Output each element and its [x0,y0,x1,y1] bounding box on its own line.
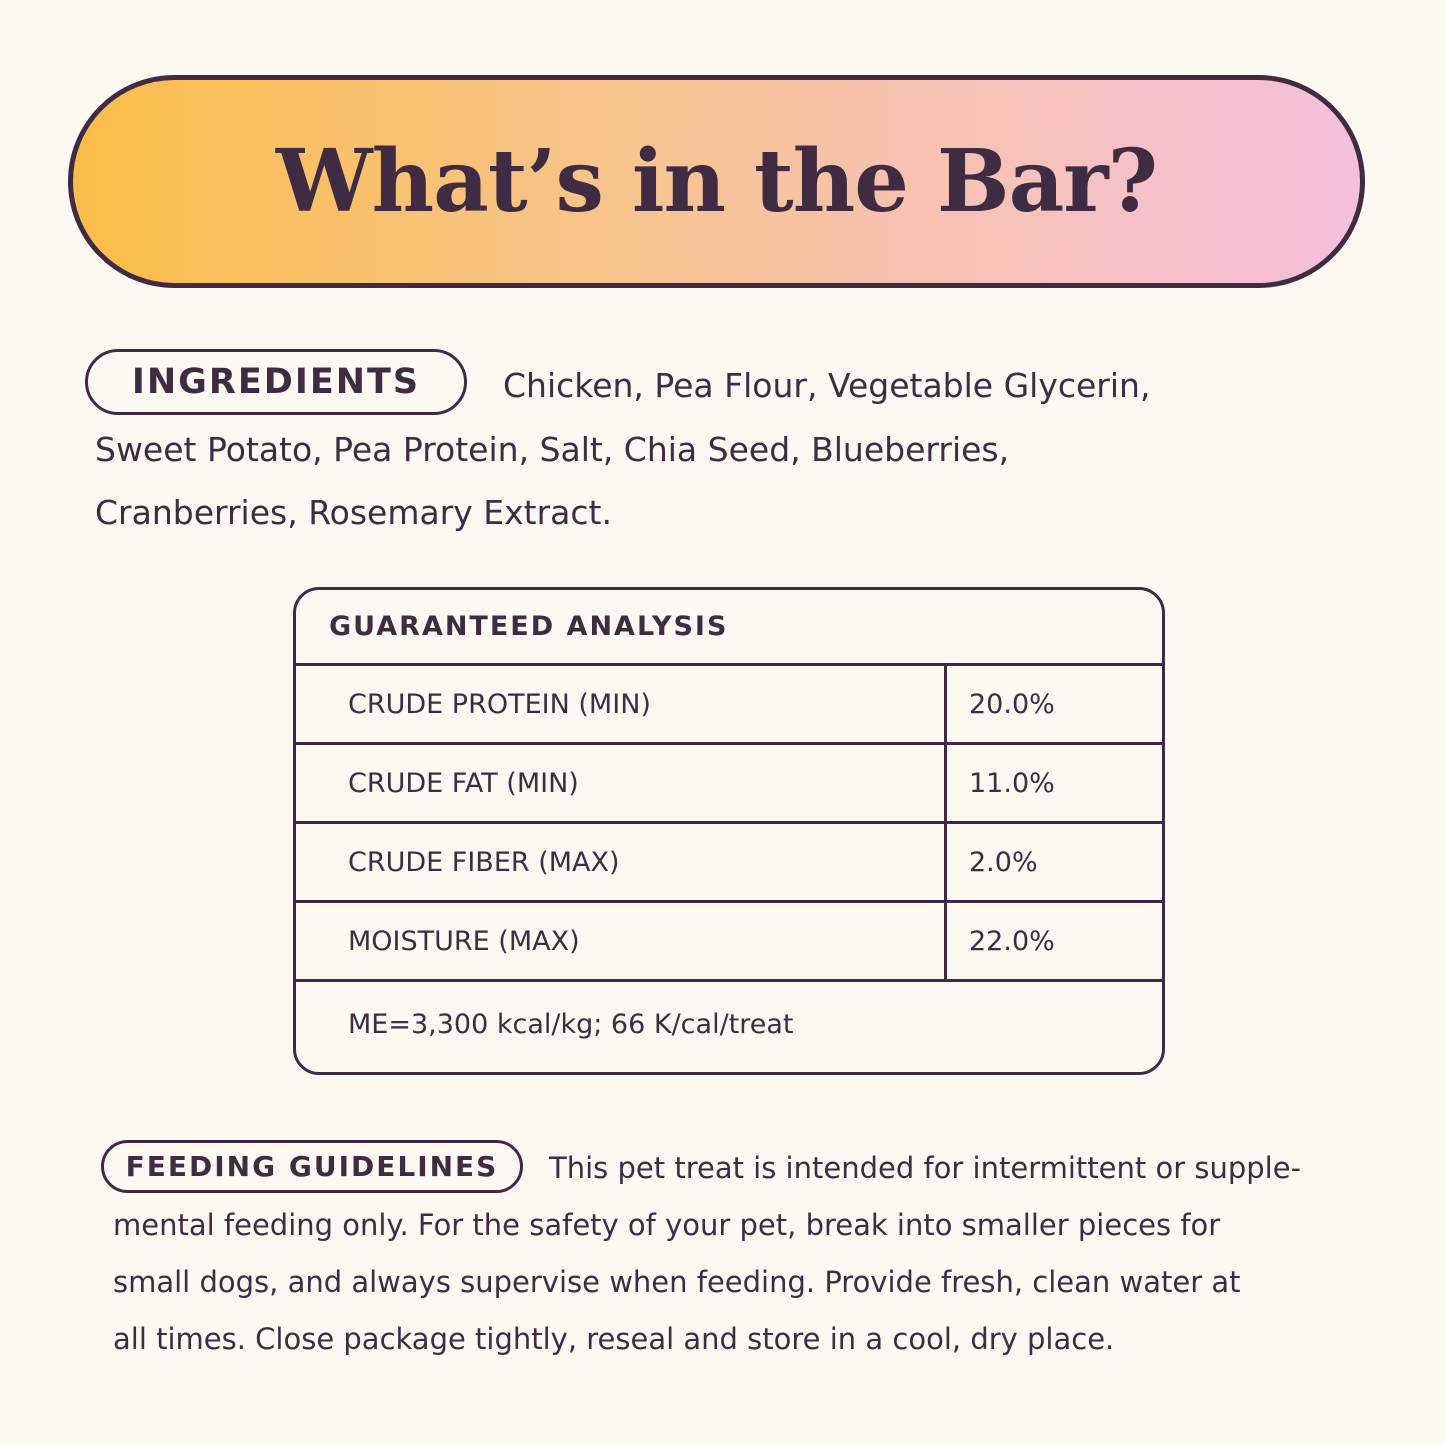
ingredients-line: Sweet Potato, Pea Protein, Salt, Chia Se… [95,430,1010,469]
row-label: MOISTURE (MAX) [296,903,947,979]
ingredients-line: Cranberries, Rosemary Extract. [95,493,612,532]
table-row: CRUDE FIBER (MAX) 2.0% [296,824,1162,903]
feeding-guidelines-label: FEEDING GUIDELINES [101,1140,523,1193]
guaranteed-analysis-table: GUARANTEED ANALYSIS CRUDE PROTEIN (MIN) … [293,587,1165,1075]
title-banner: What’s in the Bar? [68,75,1365,288]
feeding-line: all times. Close package tightly, reseal… [113,1322,1115,1356]
table-row: CRUDE PROTEIN (MIN) 20.0% [296,666,1162,745]
table-row: MOISTURE (MAX) 22.0% [296,903,1162,982]
ingredients-line: Chicken, Pea Flour, Vegetable Glycerin, [503,366,1151,405]
feeding-line: mental feeding only. For the safety of y… [113,1208,1221,1242]
table-row: CRUDE FAT (MIN) 11.0% [296,745,1162,824]
row-value: 11.0% [969,767,1055,799]
row-value: 2.0% [969,846,1038,878]
feeding-line: This pet treat is intended for intermitt… [549,1151,1302,1185]
table-footer: ME=3,300 kcal/kg; 66 K/cal/treat [348,1009,794,1040]
row-value: 20.0% [969,688,1055,720]
row-value: 22.0% [969,925,1055,957]
ingredients-label: INGREDIENTS [85,349,467,415]
row-label: CRUDE FIBER (MAX) [296,824,947,900]
row-label: CRUDE PROTEIN (MIN) [296,666,947,742]
feeding-line: small dogs, and always supervise when fe… [113,1265,1241,1299]
row-label: CRUDE FAT (MIN) [296,745,947,821]
table-header: GUARANTEED ANALYSIS [296,590,1162,666]
page-title: What’s in the Bar? [275,131,1158,232]
